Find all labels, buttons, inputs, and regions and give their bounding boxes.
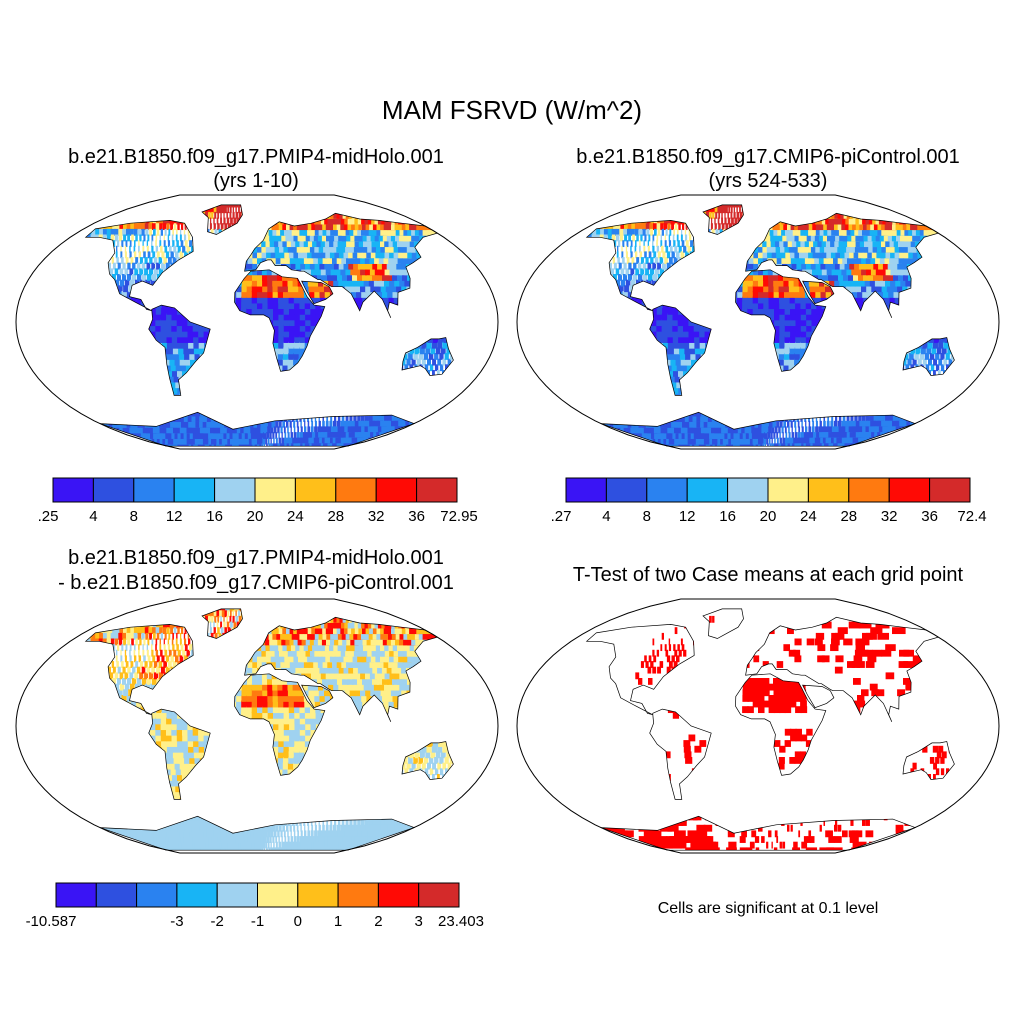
colorbar-tick-label: 20 bbox=[759, 508, 777, 525]
colorbar-tick-label: 4 bbox=[602, 508, 611, 525]
panel-subtitle-difference: - b.e21.B1850.f09_g17.CMIP6-piControl.00… bbox=[58, 572, 454, 594]
colorbar-tick-label: 24 bbox=[287, 508, 304, 525]
colorbar-swatch bbox=[92, 477, 135, 503]
colorbar-swatch bbox=[173, 477, 216, 503]
colorbar-tick-label: 1 bbox=[333, 913, 343, 930]
colorbar-tick-label: 0 bbox=[293, 913, 302, 930]
colorbar-swatch bbox=[337, 882, 379, 908]
map-picontrol bbox=[516, 194, 1000, 450]
colorbar-tick-label: -3 bbox=[170, 913, 184, 930]
colorbar-swatch bbox=[254, 477, 296, 503]
significance-note: Cells are significant at 0.1 level bbox=[657, 900, 879, 917]
map-midholo bbox=[15, 194, 499, 450]
panel-title-ttest: T-Test of two Case means at each grid po… bbox=[572, 564, 964, 586]
panel-title-difference: b.e21.B1850.f09_g17.PMIP4-midHolo.001 bbox=[68, 547, 444, 569]
colorbar-swatch bbox=[807, 477, 850, 503]
colorbar-midholo bbox=[52, 477, 458, 503]
colorbar-swatch bbox=[133, 477, 175, 503]
colorbar-swatch bbox=[52, 477, 94, 503]
colorbar-swatch bbox=[929, 477, 971, 503]
panel-subtitle-midholo-years: (yrs 1-10) bbox=[213, 170, 299, 192]
colorbar-swatch bbox=[646, 477, 688, 503]
colorbar-difference bbox=[55, 882, 460, 908]
colorbar-swatch bbox=[216, 882, 258, 908]
colorbar-swatch bbox=[767, 477, 809, 503]
colorbar-tick-label: 32 bbox=[367, 508, 385, 525]
colorbar-tick-label: 2 bbox=[374, 913, 383, 930]
colorbar-tick-label: 16 bbox=[206, 508, 223, 525]
colorbar-swatch bbox=[214, 477, 256, 503]
colorbar-tick-label: -2 bbox=[210, 913, 224, 930]
colorbar-swatch bbox=[418, 882, 460, 908]
colorbar-swatch bbox=[377, 882, 420, 908]
colorbar-tick-label: 12 bbox=[678, 508, 696, 525]
colorbar-tick-label: 72.4 bbox=[957, 508, 987, 525]
colorbar-tick-label: .27 bbox=[550, 508, 572, 525]
colorbar-picontrol bbox=[565, 477, 971, 503]
colorbar-swatch bbox=[297, 882, 339, 908]
colorbar-tick-label: 4 bbox=[89, 508, 98, 525]
map-difference bbox=[15, 598, 499, 854]
colorbar-swatch bbox=[375, 477, 418, 503]
colorbar-swatch bbox=[95, 882, 138, 908]
panel-subtitle-picontrol-years: (yrs 524-533) bbox=[708, 170, 828, 192]
colorbar-tick-label: 32 bbox=[880, 508, 898, 525]
map-ttest-significance bbox=[516, 598, 1000, 854]
colorbar-swatch bbox=[416, 477, 458, 503]
colorbar-swatch bbox=[565, 477, 607, 503]
colorbar-tick-label: 24 bbox=[800, 508, 817, 525]
colorbar-tick-label: 36 bbox=[408, 508, 425, 525]
colorbar-tick-label: -10.587 bbox=[25, 913, 77, 930]
colorbar-swatch bbox=[294, 477, 337, 503]
colorbar-tick-label: 36 bbox=[921, 508, 938, 525]
colorbar-tick-label: 8 bbox=[642, 508, 651, 525]
colorbar-tick-label: 28 bbox=[327, 508, 345, 525]
colorbar-swatch bbox=[848, 477, 890, 503]
colorbar-tick-label: 28 bbox=[840, 508, 858, 525]
colorbar-tick-label: 16 bbox=[719, 508, 736, 525]
colorbar-tick-label: .25 bbox=[37, 508, 59, 525]
colorbar-swatch bbox=[686, 477, 729, 503]
colorbar-tick-label: 72.95 bbox=[440, 508, 478, 525]
colorbar-tick-label: -1 bbox=[250, 913, 265, 930]
colorbar-tick-label: 23.403 bbox=[438, 913, 484, 930]
colorbar-swatch bbox=[727, 477, 769, 503]
colorbar-swatch bbox=[176, 882, 218, 908]
colorbar-swatch bbox=[888, 477, 931, 503]
colorbar-tick-label: 20 bbox=[246, 508, 264, 525]
colorbar-swatch bbox=[55, 882, 97, 908]
colorbar-swatch bbox=[136, 882, 178, 908]
colorbar-tick-label: 3 bbox=[414, 913, 423, 930]
panel-title-picontrol: b.e21.B1850.f09_g17.CMIP6-piControl.001 bbox=[576, 146, 960, 168]
colorbar-swatch bbox=[257, 882, 299, 908]
colorbar-swatch bbox=[335, 477, 377, 503]
panel-title-midholo: b.e21.B1850.f09_g17.PMIP4-midHolo.001 bbox=[68, 146, 444, 168]
colorbar-tick-label: 8 bbox=[129, 508, 138, 525]
colorbar-swatch bbox=[605, 477, 648, 503]
colorbar-tick-label: 12 bbox=[165, 508, 183, 525]
figure-title: MAM FSRVD (W/m^2) bbox=[381, 95, 643, 125]
